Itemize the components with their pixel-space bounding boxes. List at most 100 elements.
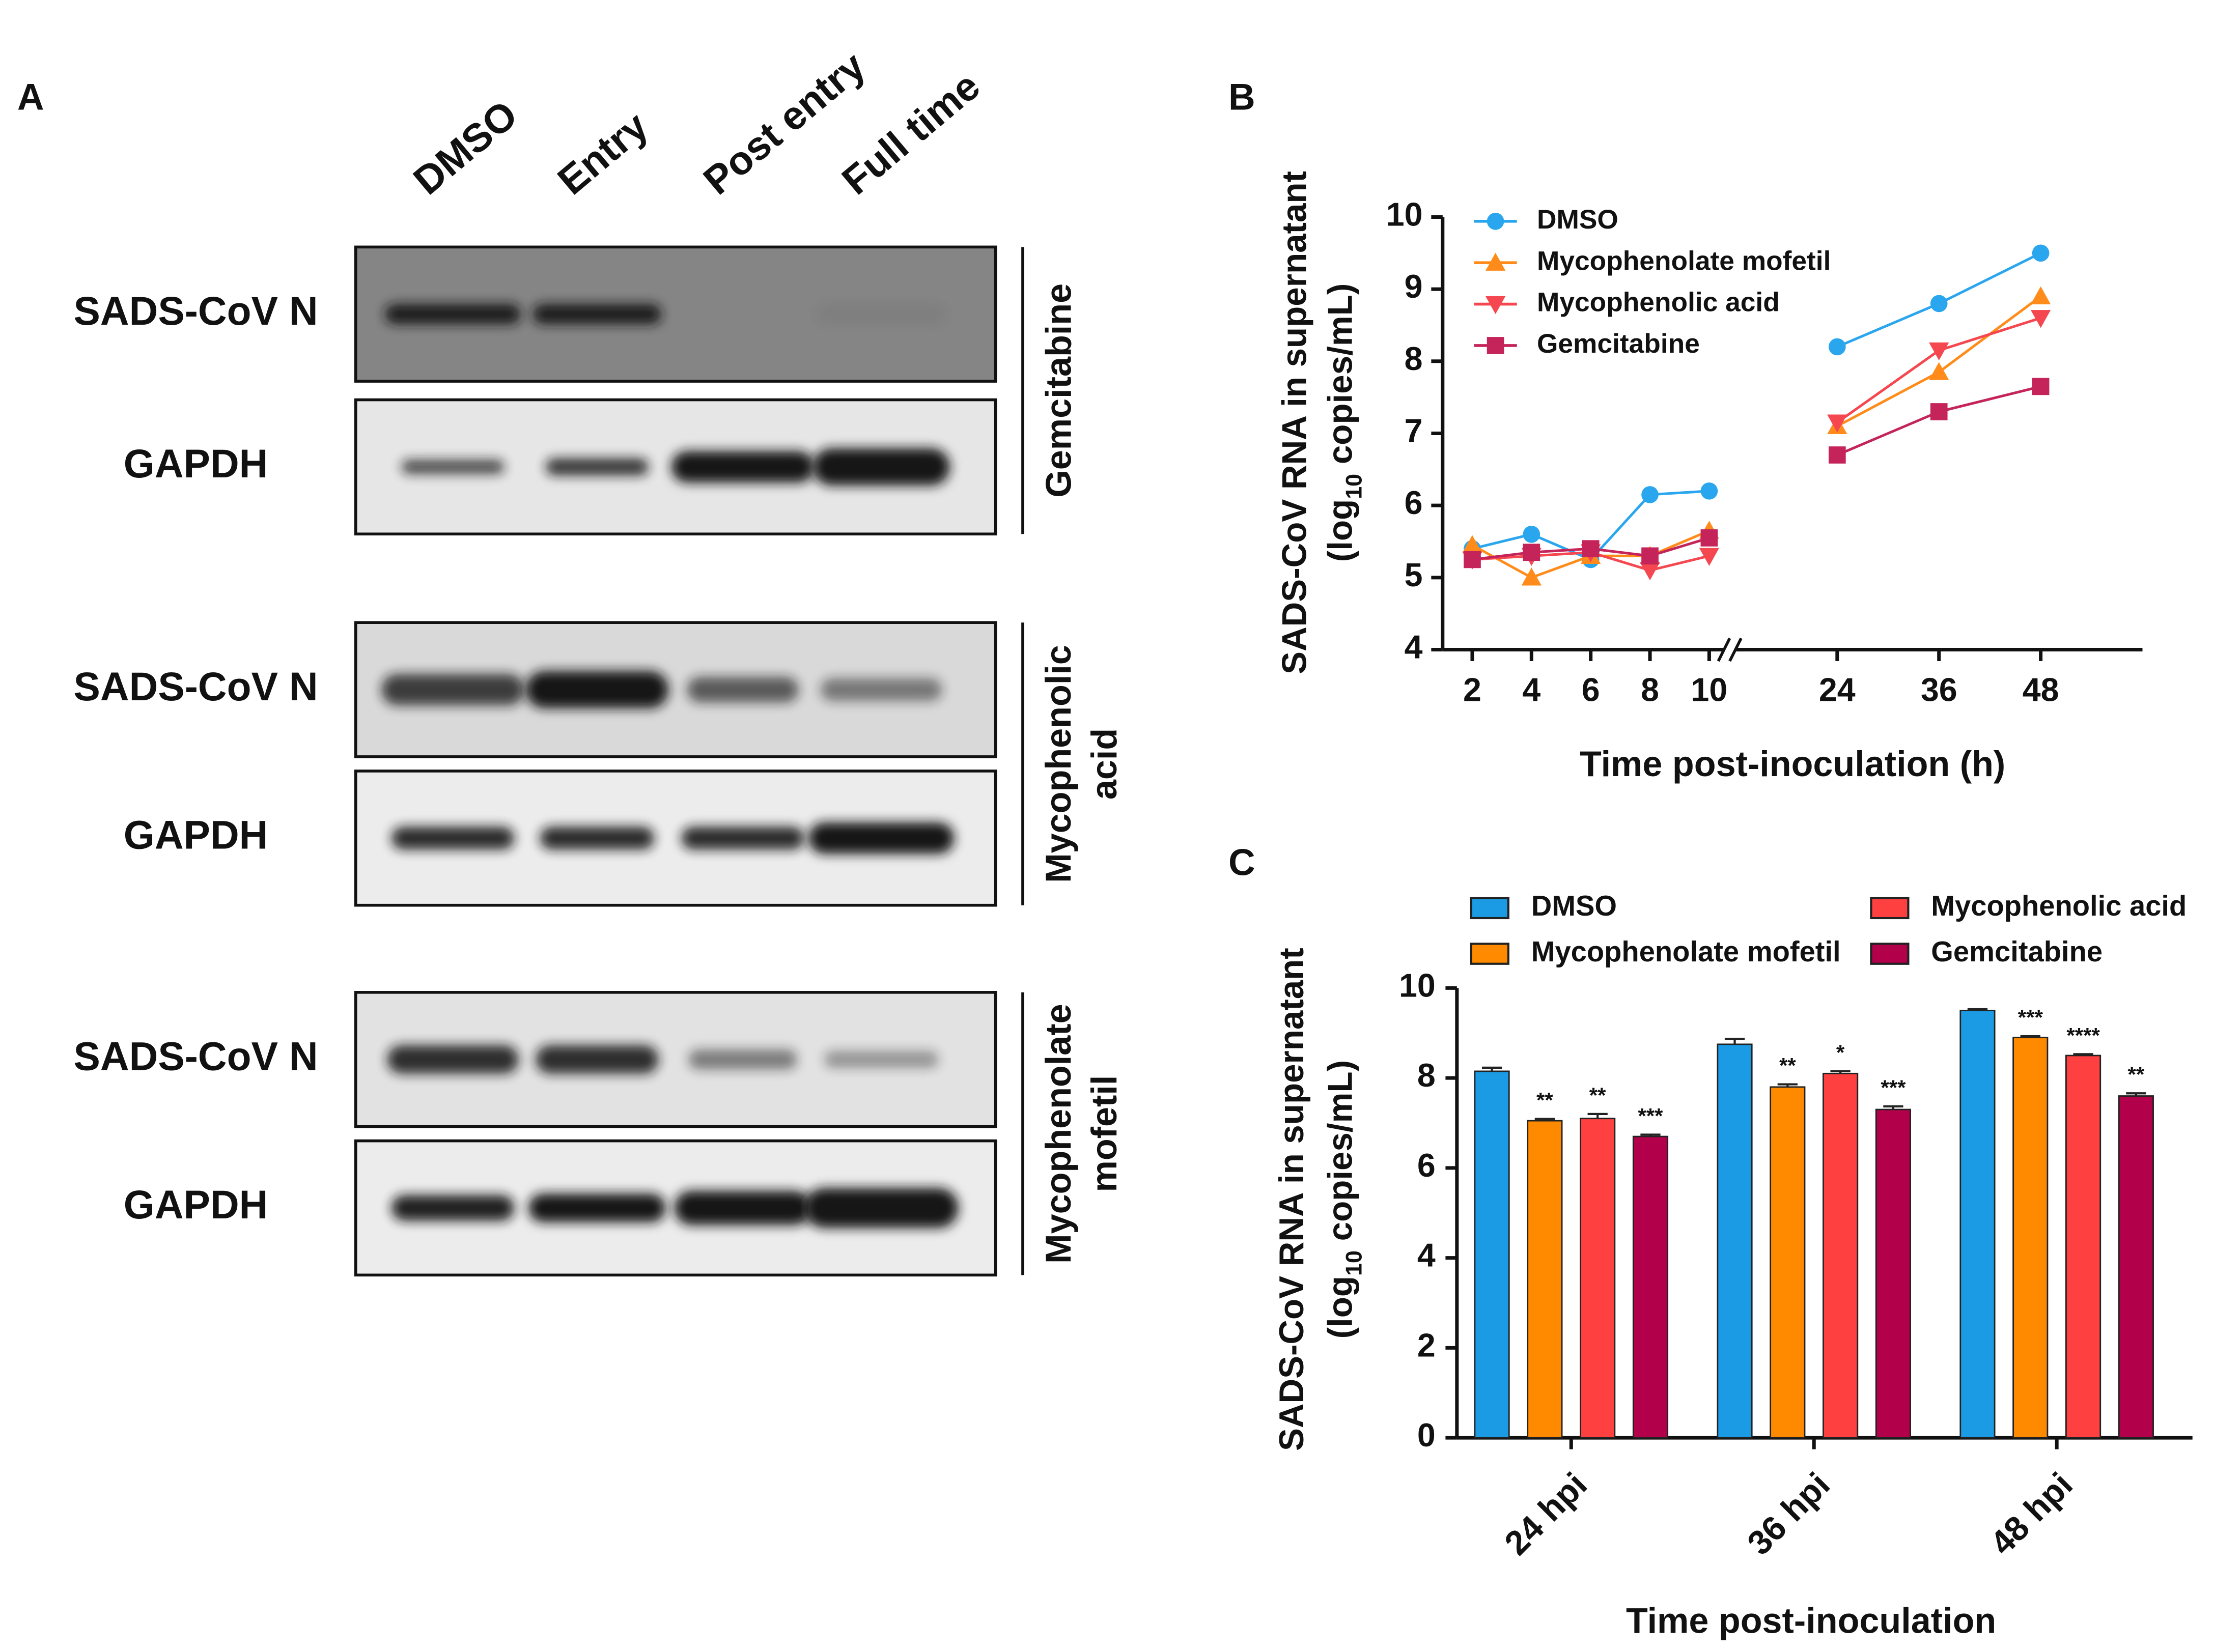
legend-swatch bbox=[1870, 943, 1910, 965]
data-point bbox=[1523, 544, 1540, 561]
error-bar bbox=[2126, 1092, 2146, 1096]
blot-band bbox=[688, 1049, 797, 1070]
y-tick-label: 5 bbox=[1405, 557, 1423, 593]
legend-marker bbox=[1487, 213, 1504, 230]
x-tick-label: 6 bbox=[1582, 672, 1600, 708]
data-point bbox=[1699, 548, 1720, 566]
bar bbox=[2065, 1055, 2101, 1439]
significance-label: ** bbox=[1779, 1053, 1796, 1077]
blot-band bbox=[536, 1045, 659, 1074]
y-axis-label-sub: 10 bbox=[1341, 474, 1367, 499]
error-bar bbox=[1967, 1008, 1988, 1011]
legend-label: DMSO bbox=[1537, 205, 1618, 235]
legend-marker bbox=[1485, 252, 1506, 271]
y-tick-label: 2 bbox=[1417, 1327, 1436, 1363]
data-point bbox=[1828, 446, 1846, 464]
blot-band bbox=[533, 304, 662, 324]
x-tick-label: 36 hpi bbox=[1740, 1465, 1837, 1562]
y-axis-label: SADS-CoV RNA in supernatant bbox=[1275, 171, 1313, 674]
bar bbox=[1474, 1070, 1510, 1439]
data-point bbox=[1640, 562, 1660, 581]
bar bbox=[1632, 1135, 1669, 1439]
row-label: SADS-CoV N bbox=[74, 664, 318, 709]
blot-band bbox=[817, 304, 946, 324]
x-tick-label: 10 bbox=[1691, 672, 1728, 708]
data-point bbox=[1929, 362, 1949, 380]
axis-break bbox=[1717, 637, 1731, 662]
error-bar bbox=[2020, 1035, 2040, 1038]
y-axis-label-part: copies/mL) bbox=[1321, 1060, 1359, 1250]
data-point bbox=[1930, 295, 1948, 312]
y-tick-label: 7 bbox=[1405, 413, 1423, 449]
legend-swatch bbox=[1470, 897, 1509, 920]
blot-band bbox=[401, 460, 505, 474]
data-point bbox=[1828, 338, 1846, 356]
error-bar bbox=[1724, 1038, 1745, 1044]
y-axis-label-part: copies/mL) bbox=[1321, 283, 1359, 474]
error-bar bbox=[1777, 1083, 1798, 1087]
blot-band bbox=[391, 1195, 515, 1221]
bar bbox=[1580, 1118, 1616, 1439]
blot-band bbox=[528, 1193, 666, 1222]
x-axis-label: Time post-inoculation bbox=[1626, 1601, 1996, 1640]
y-tick-label: 0 bbox=[1417, 1417, 1436, 1454]
y-axis-label-part: (log bbox=[1321, 1276, 1359, 1338]
row-label: SADS-CoV N bbox=[74, 1034, 318, 1078]
treatment-label: acid bbox=[1084, 728, 1124, 800]
bar bbox=[2012, 1037, 2049, 1439]
x-tick-label: 48 hpi bbox=[1983, 1465, 2080, 1562]
x-tick-label: 36 bbox=[1921, 672, 1957, 708]
data-point bbox=[1827, 414, 1847, 433]
blot-band bbox=[671, 451, 815, 483]
legend-label: Mycophenolic acid bbox=[1931, 890, 2187, 922]
legend-swatch bbox=[1870, 897, 1910, 920]
significance-label: **** bbox=[2066, 1023, 2100, 1047]
y-axis-label: (log10 copies/mL) bbox=[1321, 1060, 1367, 1338]
data-point bbox=[1521, 567, 1542, 586]
bar bbox=[1823, 1072, 1859, 1439]
error-bar bbox=[1587, 1113, 1608, 1119]
row-label: GAPDH bbox=[124, 813, 268, 858]
y-tick-label: 8 bbox=[1405, 340, 1423, 377]
x-tick-label: 24 bbox=[1819, 672, 1856, 708]
legend-swatch bbox=[1470, 943, 1509, 965]
y-tick-label: 4 bbox=[1417, 1237, 1436, 1274]
treatment-label: mofetil bbox=[1084, 1075, 1124, 1192]
y-tick-label: 10 bbox=[1386, 196, 1423, 233]
treatment-label: Mycophenolate bbox=[1039, 1004, 1078, 1263]
axis-break bbox=[1728, 637, 1743, 662]
panel-label: A bbox=[17, 77, 44, 118]
y-tick-label: 4 bbox=[1405, 629, 1423, 666]
row-label: GAPDH bbox=[124, 441, 268, 486]
legend-marker bbox=[1487, 337, 1504, 354]
x-tick-label: 24 hpi bbox=[1497, 1465, 1594, 1562]
significance-label: * bbox=[1836, 1040, 1845, 1064]
error-bar bbox=[2073, 1053, 2093, 1056]
data-point bbox=[1582, 540, 1600, 557]
bar bbox=[1717, 1043, 1753, 1439]
data-point bbox=[1641, 486, 1659, 503]
y-tick-label: 9 bbox=[1405, 268, 1423, 305]
bar bbox=[1527, 1120, 1563, 1439]
error-bar bbox=[1830, 1070, 1851, 1074]
blot-band bbox=[387, 1045, 519, 1074]
legend-label: Mycophenolic acid bbox=[1537, 288, 1780, 318]
y-tick-label: 6 bbox=[1405, 485, 1423, 521]
x-tick-label: 4 bbox=[1522, 672, 1540, 708]
data-point bbox=[1462, 535, 1482, 553]
data-point bbox=[1641, 547, 1659, 565]
legend-label: DMSO bbox=[1531, 890, 1617, 922]
blot-band bbox=[687, 676, 799, 703]
blot-band bbox=[812, 448, 950, 486]
error-bar bbox=[1481, 1066, 1502, 1071]
treatment-label: Mycophenolic bbox=[1039, 645, 1078, 883]
legend-label: Mycophenolate mofetil bbox=[1531, 935, 1841, 967]
y-axis-label-sub: 10 bbox=[1341, 1250, 1367, 1276]
error-bar bbox=[1534, 1118, 1555, 1121]
y-axis-label-part: (log bbox=[1321, 499, 1359, 562]
y-axis-label: (log10 copies/mL) bbox=[1321, 283, 1367, 562]
legend-label: Gemcitabine bbox=[1537, 329, 1700, 359]
data-point bbox=[1464, 551, 1481, 568]
lane-label: DMSO bbox=[405, 92, 526, 203]
